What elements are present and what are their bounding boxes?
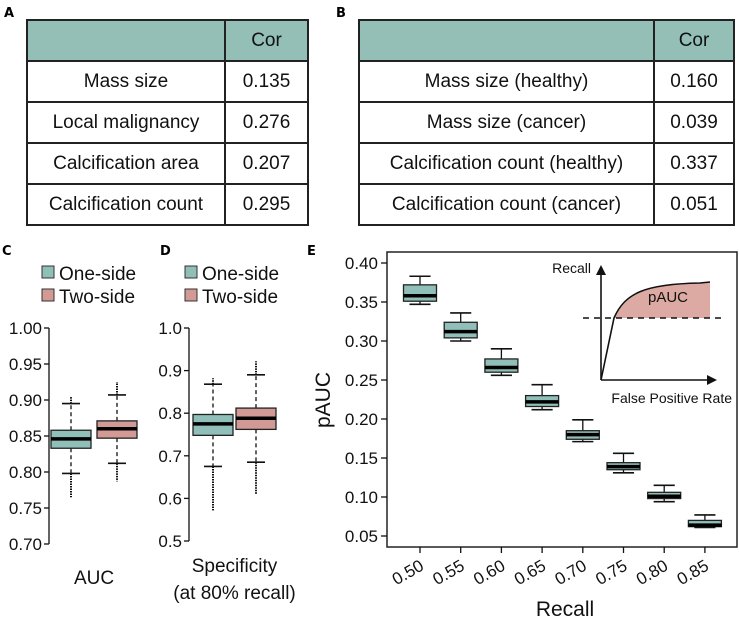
x-axis-label: AUC [74, 568, 114, 589]
y-tick-label: 0.05 [345, 527, 378, 546]
table-row: Calcification count 0.295 [26, 183, 309, 226]
y-tick-label: 0.8 [158, 404, 182, 423]
y-tick-label: 0.15 [345, 449, 378, 468]
x-tick-label: 0.50 [389, 556, 427, 589]
x-axis-label: Specificity [192, 556, 278, 577]
y-tick-label: 0.5 [158, 532, 182, 551]
row-label: Calcification count [26, 183, 226, 226]
box [402, 284, 438, 302]
table-row: Mass size 0.135 [26, 60, 309, 103]
x-tick-label: 0.70 [552, 556, 590, 589]
y-tick-label: 1.0 [158, 319, 182, 338]
correlation-table-a: Cor Mass size 0.135 Local malignancy 0.276… [26, 19, 309, 226]
y-tick-label: 0.30 [345, 332, 378, 351]
panel-label-e: E [307, 244, 316, 259]
box [484, 358, 519, 373]
legend-label: Two-side [202, 287, 278, 308]
y-tick-label: 0.90 [9, 391, 42, 410]
row-cor: 0.295 [224, 183, 309, 226]
x-tick-label: 0.80 [633, 556, 671, 589]
y-tick-label: 0.9 [158, 362, 182, 381]
y-tick-label: 0.40 [345, 254, 378, 273]
table-row: Mass size (cancer) 0.039 [358, 101, 735, 144]
plot-frame [386, 251, 738, 548]
x-axis-label: Recall [536, 598, 594, 621]
x-tick-label: 0.60 [470, 556, 508, 589]
row-cor: 0.276 [224, 101, 309, 144]
row-cor: 0.051 [653, 183, 735, 226]
x-tick-label: 0.65 [511, 556, 549, 589]
row-label: Calcification count (healthy) [358, 142, 655, 185]
panel-label-c: C [2, 244, 12, 259]
row-cor: 0.160 [653, 60, 735, 103]
legend-label: One-side [202, 264, 279, 285]
panel-label-d: D [160, 244, 171, 259]
row-label: Mass size [26, 60, 226, 103]
legend-swatch-two-side [41, 288, 55, 302]
x-tick-label: 0.75 [592, 556, 630, 589]
table-row: Local malignancy 0.276 [26, 101, 309, 144]
row-cor: 0.039 [653, 101, 735, 144]
legend-label: One-side [59, 264, 136, 285]
header-cor: Cor [224, 19, 309, 62]
y-tick-label: 0.95 [9, 355, 42, 374]
y-tick-label: 0.75 [9, 499, 42, 518]
table-header: Cor [358, 19, 735, 62]
arrow-up-icon [596, 265, 606, 275]
panel-label-a: A [4, 6, 15, 21]
x-tick-label: 0.55 [430, 556, 468, 589]
y-tick-label: 0.85 [9, 427, 42, 446]
roc-curve [600, 281, 711, 381]
correlation-table-b: Cor Mass size (healthy) 0.160 Mass size (… [358, 19, 735, 226]
row-label: Local malignancy [26, 101, 226, 144]
x-axis-label-line2: (at 80% recall) [173, 583, 296, 604]
inset-area-label: pAUC [648, 289, 688, 306]
header-cell [26, 19, 226, 62]
y-tick-label: 0.20 [345, 410, 378, 429]
y-tick-label: 0.10 [345, 488, 378, 507]
table-header: Cor [26, 19, 309, 62]
y-tick-label: 0.70 [9, 535, 42, 554]
y-tick-label: 0.80 [9, 463, 42, 482]
y-tick-label: 0.7 [158, 447, 182, 466]
legend-label: Two-side [59, 287, 135, 308]
header-cell [358, 19, 655, 62]
inset-x-label: False Positive Rate [611, 390, 732, 406]
row-label: Calcification count (cancer) [358, 183, 655, 226]
table-row: Mass size (healthy) 0.160 [358, 60, 735, 103]
y-axis-label: pAUC [312, 372, 335, 428]
legend-swatch-two-side [184, 288, 198, 302]
y-tick-label: 1.00 [9, 319, 42, 338]
header-cor: Cor [653, 19, 735, 62]
legend-swatch-one-side [41, 265, 55, 279]
row-cor: 0.337 [653, 142, 735, 185]
x-tick-label: 0.85 [674, 556, 712, 589]
table-row: Calcification area 0.207 [26, 142, 309, 185]
y-tick-label: 0.25 [345, 371, 378, 390]
inset-y-label: Recall [552, 260, 591, 276]
legend-swatch-one-side [184, 265, 198, 279]
row-label: Calcification area [26, 142, 226, 185]
row-label: Mass size (healthy) [358, 60, 655, 103]
table-row: Calcification count (cancer) 0.051 [358, 183, 735, 226]
row-label: Mass size (cancer) [358, 101, 655, 144]
y-tick-label: 0.6 [158, 489, 182, 508]
row-cor: 0.207 [224, 142, 309, 185]
arrow-right-icon [707, 375, 717, 385]
panel-label-b: B [336, 6, 346, 21]
table-row: Calcification count (healthy) 0.337 [358, 142, 735, 185]
y-tick-label: 0.35 [345, 293, 378, 312]
row-cor: 0.135 [224, 60, 309, 103]
pauc-area [615, 282, 710, 318]
